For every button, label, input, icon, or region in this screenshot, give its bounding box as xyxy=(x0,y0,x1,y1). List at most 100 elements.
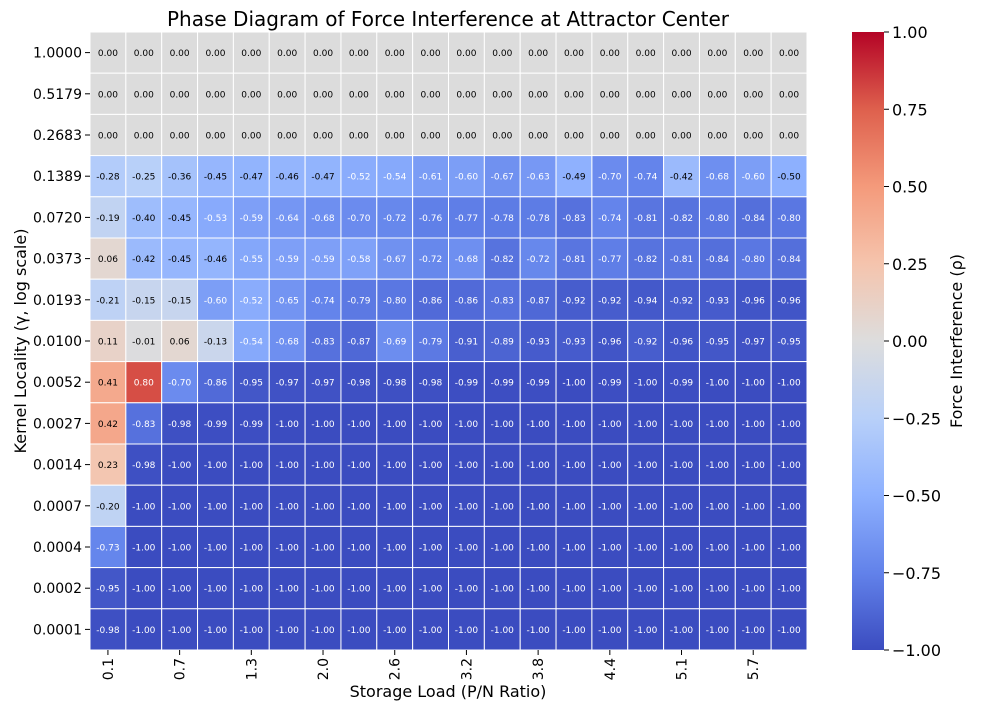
cell-annotation: 0.00 xyxy=(421,90,441,100)
cell-annotation: -1.00 xyxy=(311,544,335,554)
heatmap-cell xyxy=(591,402,629,445)
cell-annotation: -0.99 xyxy=(204,420,228,430)
cell-annotation: -1.00 xyxy=(419,626,443,636)
cell-annotation: 0.00 xyxy=(134,132,154,142)
cell-annotation: -0.73 xyxy=(96,544,119,554)
heatmap-cell xyxy=(232,525,270,569)
cell-annotation: -1.00 xyxy=(455,502,479,512)
cell-annotation: -1.00 xyxy=(455,626,479,636)
heatmap-cell xyxy=(591,155,629,198)
heatmap-cell xyxy=(663,155,700,198)
cell-annotation: -0.94 xyxy=(634,296,658,306)
cell-annotation: -0.82 xyxy=(670,214,693,224)
cell-annotation: -0.92 xyxy=(598,296,621,306)
cell-annotation: 0.00 xyxy=(385,49,405,59)
heatmap-cell xyxy=(268,567,306,610)
heatmap-cell xyxy=(412,608,449,651)
heatmap-cell xyxy=(340,155,378,198)
heatmap-cell xyxy=(412,31,449,74)
colorbar: 1.00 0.75 0.50 0.25 0.00 −0.25 −0.50 −0.75 −1.00 xyxy=(852,23,941,660)
heatmap-cell xyxy=(304,402,342,445)
cell-annotation: -0.92 xyxy=(634,338,657,348)
cell-annotation: -1.00 xyxy=(634,461,658,471)
cell-annotation: -1.00 xyxy=(383,502,407,512)
heatmap-cell xyxy=(304,484,342,527)
cell-annotation: 0.00 xyxy=(600,49,620,59)
heatmap-cell xyxy=(627,525,665,569)
cell-annotation: -0.53 xyxy=(204,214,227,224)
cell-annotation: 0.00 xyxy=(134,49,154,59)
cell-annotation: 0.00 xyxy=(421,49,441,59)
cell-annotation: -0.28 xyxy=(96,173,120,183)
x-tick-label: 2.0 xyxy=(316,658,332,680)
heatmap-cell xyxy=(376,567,414,610)
cell-annotation: -1.00 xyxy=(168,544,192,554)
cell-annotation: -1.00 xyxy=(634,379,658,389)
heatmap-cell xyxy=(698,525,736,569)
cell-annotation: -0.78 xyxy=(526,214,550,224)
cell-annotation: 0.00 xyxy=(134,90,154,100)
heatmap-cell xyxy=(340,319,378,363)
cell-annotation: 0.00 xyxy=(349,90,369,100)
cell-annotation: -0.99 xyxy=(455,379,479,389)
cell-annotation: -1.00 xyxy=(276,544,300,554)
cell-annotation: 0.00 xyxy=(707,49,727,59)
heatmap-cell xyxy=(412,237,449,280)
cell-annotation: -0.99 xyxy=(240,420,264,430)
cell-annotation: 0.42 xyxy=(98,420,118,430)
heatmap-cell xyxy=(268,484,306,527)
heatmap-cell xyxy=(232,484,270,527)
colorbar-tick-label: −0.25 xyxy=(892,409,941,428)
heatmap-cell xyxy=(483,567,521,610)
heatmap-cell xyxy=(698,608,736,651)
heatmap-cell xyxy=(197,237,234,280)
cell-annotation: -1.00 xyxy=(311,626,335,636)
cell-annotation: -0.93 xyxy=(562,338,585,348)
cell-annotation: -0.99 xyxy=(598,379,622,389)
heatmap-cell xyxy=(412,155,449,198)
heatmap-cell xyxy=(376,113,414,157)
heatmap-cell xyxy=(448,72,485,115)
cell-annotation: -0.95 xyxy=(96,585,119,595)
cell-annotation: 0.23 xyxy=(98,461,118,471)
cell-annotation: -1.00 xyxy=(706,626,730,636)
cell-annotation: -0.15 xyxy=(132,296,155,306)
cell-annotation: -0.59 xyxy=(311,255,335,265)
heatmap-cell xyxy=(161,567,199,610)
heatmap-cell xyxy=(555,484,593,527)
cell-annotation: -0.47 xyxy=(240,173,263,183)
cell-annotation: -1.00 xyxy=(311,420,335,430)
heatmap-cell xyxy=(770,525,808,569)
x-tick-label: 0.1 xyxy=(101,658,117,680)
heatmap-cell xyxy=(698,196,736,239)
heatmap-cell xyxy=(555,113,593,157)
cell-annotation: -0.67 xyxy=(383,255,406,265)
cell-annotation: -1.00 xyxy=(706,420,730,430)
cell-annotation: -0.68 xyxy=(706,173,730,183)
cell-annotation: -0.96 xyxy=(742,296,766,306)
cell-annotation: -1.00 xyxy=(634,502,658,512)
cell-annotation: -0.70 xyxy=(598,173,622,183)
cell-annotation: 0.00 xyxy=(779,132,799,142)
cell-annotation: -0.59 xyxy=(276,255,300,265)
heatmap-cell xyxy=(770,31,808,74)
heatmap-cell xyxy=(627,402,665,445)
cell-annotation: 0.00 xyxy=(743,132,763,142)
cell-annotation: 0.00 xyxy=(492,49,512,59)
cell-annotation: 0.41 xyxy=(98,379,118,389)
cell-annotation: -1.00 xyxy=(347,502,371,512)
cell-annotation: -0.68 xyxy=(311,214,335,224)
cell-annotation: -0.52 xyxy=(347,173,370,183)
cell-annotation: -0.83 xyxy=(311,338,334,348)
y-tick-label: 0.0720 xyxy=(33,210,82,226)
heatmap-cell xyxy=(698,237,736,280)
cell-annotation: -0.13 xyxy=(204,338,227,348)
y-tick-label: 0.0002 xyxy=(33,581,82,597)
cell-annotation: 0.00 xyxy=(277,90,297,100)
heatmap-cell xyxy=(663,484,700,527)
cell-annotation: -1.00 xyxy=(742,626,766,636)
heatmap-cell xyxy=(125,237,163,280)
cell-annotation: -0.46 xyxy=(204,255,228,265)
heatmap-cell xyxy=(232,319,270,363)
cell-annotation: -1.00 xyxy=(706,544,730,554)
